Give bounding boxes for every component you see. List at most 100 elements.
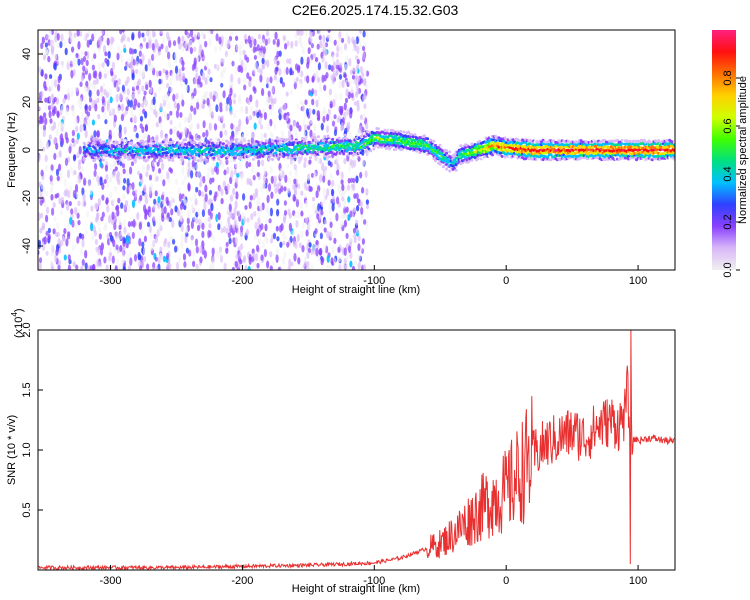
- noise-mark: [204, 193, 208, 203]
- noise-mark: [132, 58, 136, 66]
- ridge-mark: [133, 158, 137, 162]
- noise-mark: [119, 161, 123, 167]
- ridge-mark: [253, 142, 257, 146]
- noise-mark: [104, 51, 108, 57]
- noise-mark: [300, 210, 304, 217]
- noise-mark: [269, 95, 273, 101]
- noise-mark: [172, 93, 176, 102]
- noise-mark: [228, 93, 232, 101]
- ridge-mark: [165, 154, 168, 157]
- noise-mark: [218, 36, 222, 45]
- noise-mark: [57, 122, 61, 128]
- noise-mark: [210, 111, 214, 120]
- noise-mark: [315, 239, 319, 246]
- noise-mark: [169, 86, 173, 93]
- noise-mark: [330, 65, 334, 72]
- noise-mark: [208, 264, 212, 270]
- noise-mark: [46, 141, 50, 150]
- noise-mark: [261, 88, 265, 97]
- noise-mark: [355, 55, 359, 61]
- noise-mark: [298, 30, 302, 37]
- noise-mark: [47, 55, 51, 63]
- noise-mark: [83, 118, 87, 125]
- noise-mark: [124, 80, 128, 87]
- noise-mark: [168, 39, 172, 49]
- noise-mark: [190, 95, 194, 101]
- noise-mark: [70, 208, 74, 215]
- noise-mark: [306, 56, 310, 65]
- noise-mark: [325, 125, 330, 133]
- noise-mark: [94, 202, 98, 209]
- noise-mark: [84, 129, 88, 139]
- noise-mark: [240, 105, 244, 114]
- noise-mark: [190, 122, 194, 130]
- noise-mark: [323, 243, 327, 252]
- noise-mark: [42, 129, 46, 138]
- noise-mark: [140, 102, 145, 108]
- noise-mark: [50, 164, 54, 172]
- noise-mark: [91, 119, 95, 126]
- noise-mark: [215, 33, 219, 42]
- noise-mark: [234, 200, 238, 209]
- noise-mark: [225, 241, 229, 247]
- noise-mark: [289, 124, 293, 132]
- noise-mark: [251, 132, 255, 139]
- noise-mark: [53, 96, 57, 103]
- noise-mark: [80, 57, 84, 66]
- noise-mark: [357, 156, 361, 162]
- noise-mark: [288, 58, 292, 65]
- noise-mark: [106, 233, 110, 239]
- noise-mark: [319, 247, 323, 256]
- noise-mark: [192, 250, 196, 258]
- noise-mark: [335, 52, 339, 58]
- noise-mark: [265, 236, 269, 245]
- noise-mark: [248, 256, 252, 265]
- noise-mark: [106, 180, 110, 189]
- snr-frame: [37, 329, 676, 571]
- ridge-mark: [373, 144, 377, 148]
- noise-mark: [316, 76, 320, 83]
- noise-mark: [208, 37, 212, 47]
- noise-mark: [190, 105, 194, 112]
- noise-mark: [88, 80, 92, 89]
- ridge-mark: [95, 137, 99, 141]
- noise-mark: [144, 124, 148, 132]
- noise-mark: [58, 150, 62, 158]
- noise-mark: [176, 261, 180, 270]
- noise-mark: [213, 195, 217, 202]
- noise-mark: [307, 264, 311, 270]
- noise-mark: [200, 31, 204, 38]
- noise-mark: [220, 197, 224, 205]
- noise-mark: [253, 87, 257, 94]
- noise-mark: [343, 43, 348, 51]
- noise-mark: [269, 110, 273, 116]
- noise-mark: [199, 181, 203, 188]
- noise-mark: [301, 244, 305, 253]
- noise-mark: [322, 175, 326, 183]
- noise-mark: [333, 114, 337, 120]
- noise-mark: [171, 219, 175, 229]
- noise-mark: [251, 165, 255, 174]
- noise-mark: [329, 221, 333, 229]
- noise-mark: [340, 37, 345, 43]
- ridge-mark: [92, 159, 96, 162]
- noise-mark: [359, 201, 363, 208]
- noise-mark: [73, 32, 77, 38]
- noise-mark: [187, 182, 191, 191]
- noise-mark: [289, 67, 293, 76]
- noise-mark: [117, 263, 121, 270]
- noise-mark: [80, 74, 84, 82]
- noise-mark: [300, 30, 304, 37]
- noise-mark: [103, 67, 107, 73]
- noise-mark: [175, 92, 179, 100]
- ridge-mark: [307, 143, 311, 147]
- noise-mark: [144, 197, 148, 205]
- noise-mark: [297, 257, 301, 265]
- noise-mark: [99, 90, 103, 97]
- noise-mark: [301, 220, 305, 229]
- noise-mark: [114, 185, 118, 192]
- noise-mark: [144, 64, 148, 72]
- ridge-mark: [160, 159, 164, 163]
- noise-mark: [151, 53, 155, 62]
